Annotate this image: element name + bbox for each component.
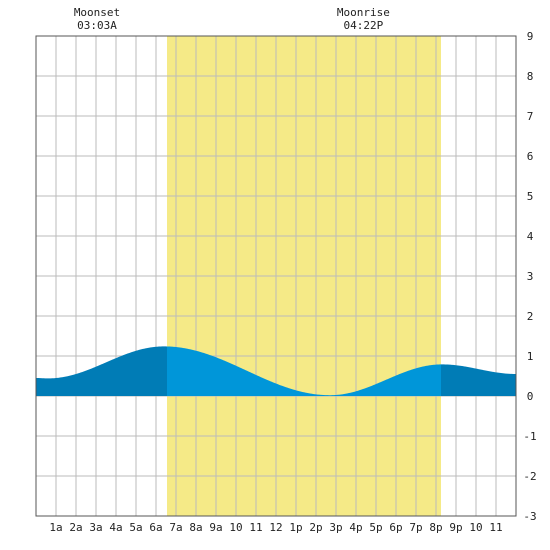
- x-tick-label: 10: [469, 521, 482, 534]
- x-tick-label: 4p: [349, 521, 362, 534]
- y-tick-label: 8: [527, 70, 534, 83]
- x-tick-label: 1a: [49, 521, 62, 534]
- grid-layer: [36, 36, 516, 516]
- x-tick-label: 6p: [389, 521, 402, 534]
- x-tick-label: 12: [269, 521, 282, 534]
- tide-area-night-evening: [441, 364, 516, 396]
- y-tick-label: 3: [527, 270, 534, 283]
- y-tick-label: -2: [523, 470, 536, 483]
- y-tick-label: 2: [527, 310, 534, 323]
- x-tick-label: 9p: [449, 521, 462, 534]
- x-tick-label: 3a: [89, 521, 102, 534]
- y-tick-label: 1: [527, 350, 534, 363]
- x-tick-label: 8p: [429, 521, 442, 534]
- y-tick-label: -1: [523, 430, 536, 443]
- x-tick-label: 10: [229, 521, 242, 534]
- moonrise-time: 04:22P: [344, 19, 384, 32]
- y-tick-labels: -3 -2 -1 0 1 2 3 4 5 6 7 8 9: [523, 30, 536, 523]
- y-tick-label: 4: [527, 230, 534, 243]
- x-tick-label: 2a: [69, 521, 82, 534]
- x-tick-label: 8a: [189, 521, 202, 534]
- x-tick-label: 4a: [109, 521, 122, 534]
- y-tick-label: 7: [527, 110, 534, 123]
- y-tick-label: -3: [523, 510, 536, 523]
- x-tick-label: 5a: [129, 521, 142, 534]
- x-tick-label: 2p: [309, 521, 322, 534]
- x-tick-label: 11: [489, 521, 502, 534]
- moonset-time: 03:03A: [77, 19, 117, 32]
- moon-events: Moonset 03:03A Moonrise 04:22P: [74, 6, 390, 32]
- x-tick-label: 9a: [209, 521, 222, 534]
- x-tick-label: 5p: [369, 521, 382, 534]
- moonrise-label: Moonrise: [337, 6, 390, 19]
- tide-area-day: [167, 346, 441, 396]
- x-tick-labels: 1a 2a 3a 4a 5a 6a 7a 8a 9a 10 11 12 1p 2p 3p 4p 5p 6p 7p 8p…: [49, 521, 502, 534]
- y-tick-label: 0: [527, 390, 534, 403]
- x-tick-label: 11: [249, 521, 262, 534]
- x-tick-label: 6a: [149, 521, 162, 534]
- y-tick-label: 9: [527, 30, 534, 43]
- x-tick-label: 3p: [329, 521, 342, 534]
- x-tick-label: 7a: [169, 521, 182, 534]
- tide-area-layer: [36, 346, 516, 396]
- moonset-label: Moonset: [74, 6, 120, 19]
- tide-area-night-morning: [36, 346, 167, 396]
- y-tick-label: 5: [527, 190, 534, 203]
- plot-border: [35, 35, 517, 517]
- x-tick-label: 1p: [289, 521, 302, 534]
- y-tick-label: 6: [527, 150, 534, 163]
- x-tick-label: 7p: [409, 521, 422, 534]
